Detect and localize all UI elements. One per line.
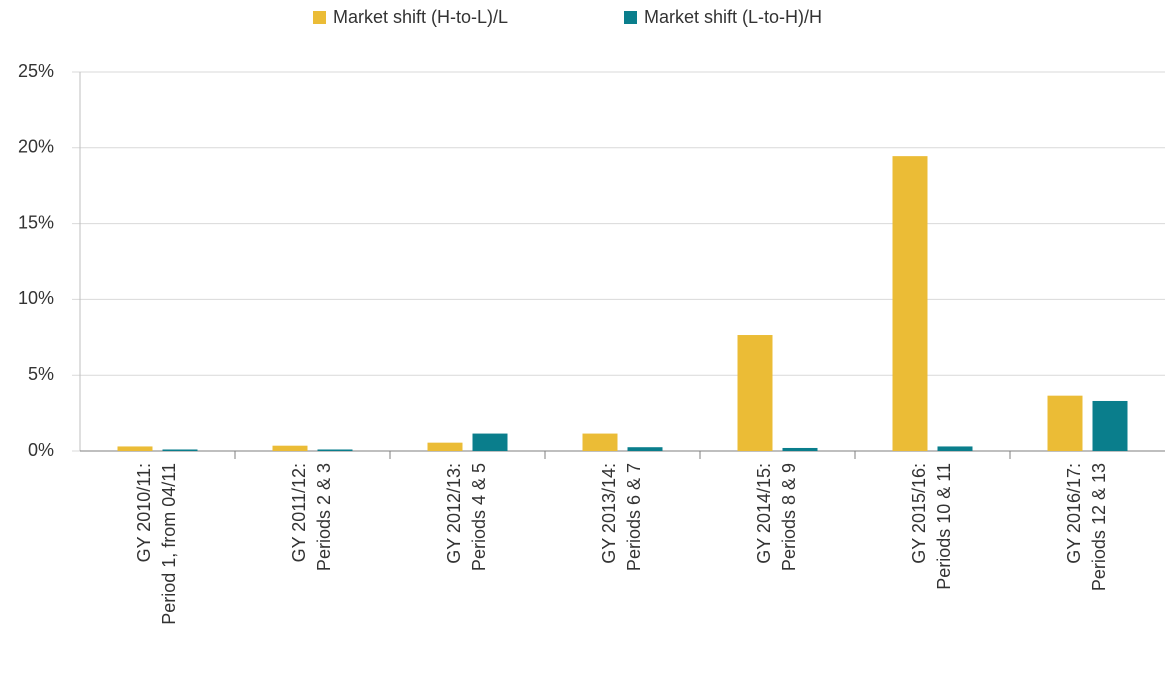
bar	[317, 449, 353, 451]
x-tick-label: GY 2013/14:	[599, 463, 619, 564]
x-tick-label: Period 1, from 04/11	[159, 463, 179, 625]
legend-swatch	[624, 11, 637, 24]
x-tick-label: Periods 4 & 5	[469, 463, 489, 571]
bar	[427, 442, 463, 451]
x-tick-label: Periods 8 & 9	[779, 463, 799, 571]
bar	[1047, 395, 1083, 451]
y-tick-label: 25%	[18, 61, 54, 81]
y-tick-label: 20%	[18, 137, 54, 157]
bar	[162, 449, 198, 451]
x-tick-label: GY 2015/16:	[909, 463, 929, 564]
y-tick-label: 5%	[28, 364, 54, 384]
bar	[737, 335, 773, 451]
bar	[472, 433, 508, 451]
legend-label: Market shift (L-to-H)/H	[644, 7, 822, 27]
legend-label: Market shift (H-to-L)/L	[333, 7, 508, 27]
bar	[582, 433, 618, 451]
x-tick-label: GY 2011/12:	[289, 463, 309, 562]
x-tick-label: Periods 10 & 11	[934, 463, 954, 590]
legend-swatch	[313, 11, 326, 24]
y-tick-label: 0%	[28, 440, 54, 460]
bar	[627, 447, 663, 451]
y-tick-label: 10%	[18, 288, 54, 308]
bar	[892, 156, 928, 451]
x-tick-label: Periods 2 & 3	[314, 463, 334, 571]
bar	[782, 447, 818, 451]
bar	[272, 445, 308, 451]
x-tick-label: Periods 12 & 13	[1089, 463, 1109, 591]
x-tick-label: GY 2012/13:	[444, 463, 464, 564]
bar	[117, 446, 153, 451]
x-tick-label: GY 2016/17:	[1064, 463, 1084, 564]
bar	[937, 446, 973, 451]
bar	[1092, 400, 1128, 451]
y-tick-label: 15%	[18, 212, 54, 232]
x-tick-label: GY 2010/11:	[134, 463, 154, 562]
x-tick-label: Periods 6 & 7	[624, 463, 644, 571]
x-tick-label: GY 2014/15:	[754, 463, 774, 564]
